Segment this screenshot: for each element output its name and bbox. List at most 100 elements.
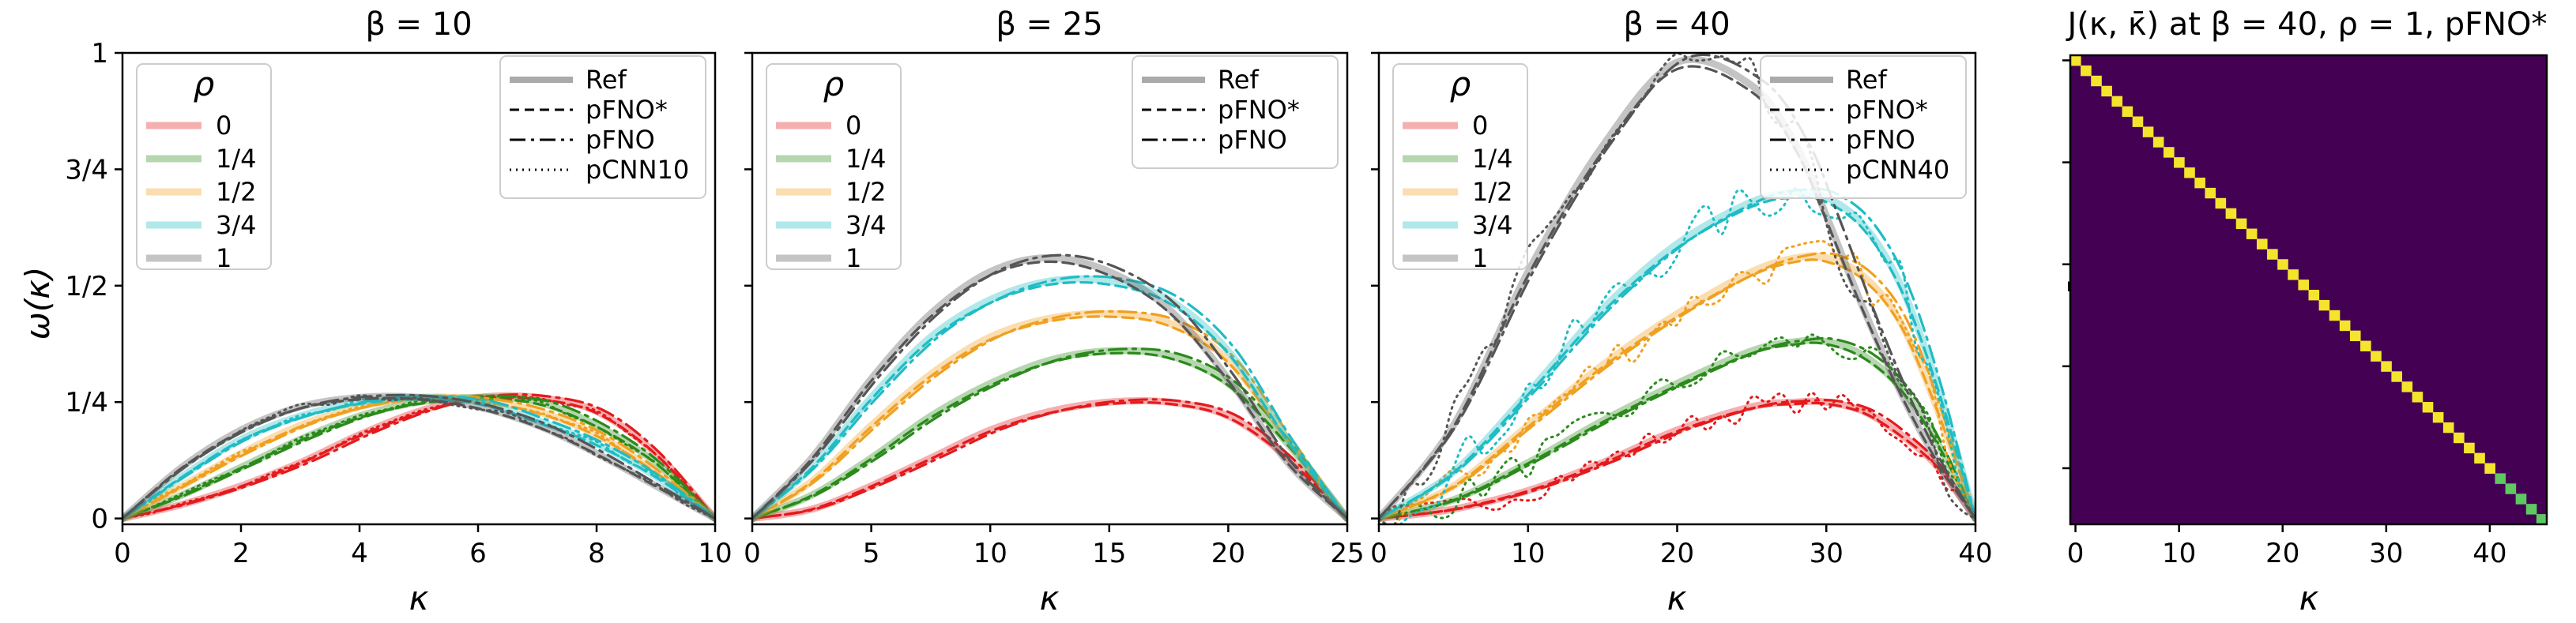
series-line-rho-1-4-pfno-star — [122, 397, 715, 520]
series-line-rho-1-2-pfno-star — [1379, 258, 1975, 520]
x-tick-label: 2 — [232, 538, 250, 569]
x-tick-label: 6 — [469, 538, 487, 569]
series-line-rho-3-4-pcnn — [1379, 186, 1975, 524]
legend-style-label: pFNO* — [1846, 95, 1928, 125]
x-tick-label: 25 — [1330, 538, 1364, 569]
heatmap-diagonal-cell — [2184, 167, 2195, 178]
legend-rho-label: 0 — [216, 111, 232, 141]
heatmap-diagonal-cell — [2215, 197, 2227, 209]
legend-rho-label: 1/4 — [1472, 144, 1513, 174]
series-line-rho-1-2-pcnn — [1379, 239, 1975, 524]
heatmap-diagonal-cell — [2174, 157, 2185, 168]
y-axis-label: ω(κ) — [18, 267, 57, 340]
y-tick-label: 1/2 — [65, 271, 108, 302]
legend-rho-title: ρ — [823, 65, 845, 103]
x-axis-label: κ — [409, 579, 429, 617]
series-line-rho-0-pfno-star — [752, 400, 1347, 520]
legend-style-label: pCNN10 — [586, 155, 689, 185]
heatmap-diagonal-cell — [2349, 330, 2361, 342]
legend-style-label: Ref — [586, 65, 627, 95]
legend-rho: ρ01/41/23/41 — [1392, 63, 1528, 273]
x-tick-label: 10 — [1511, 538, 1545, 569]
heatmap-diagonal-cell — [2422, 402, 2434, 413]
y-tick-label: 1/4 — [65, 387, 108, 418]
heatmap-diagonal-cell — [2329, 310, 2341, 321]
legend-rho-box — [1392, 63, 1528, 270]
heatmap-diagonal-cell — [2339, 320, 2351, 332]
legend-rho-label: 1/2 — [845, 177, 887, 207]
legend-rho-label: 1/4 — [845, 144, 887, 174]
legend-rho-label: 3/4 — [216, 210, 257, 240]
legend-style-label: pFNO — [1218, 125, 1287, 155]
y-tick-label: 0 — [91, 504, 108, 535]
heatmap-diagonal-cell — [2484, 463, 2495, 474]
heatmap-diagonal-cell — [2101, 85, 2112, 97]
heatmap-diagonal-cell — [2505, 483, 2517, 494]
heatmap-diagonal-cell — [2381, 361, 2392, 372]
x-tick-label: 30 — [1810, 538, 1843, 569]
x-tick-label: 10 — [698, 538, 732, 569]
legend-rho-box — [136, 63, 272, 270]
legend-rho-box — [766, 63, 902, 270]
heatmap-diagonal-cell — [2122, 106, 2133, 117]
series-line-rho-0-pfno — [1379, 399, 1975, 520]
legend-rho-label: 1/2 — [1472, 177, 1513, 207]
x-tick-label: 4 — [351, 538, 368, 569]
heatmap-diagonal-cell — [2308, 290, 2320, 301]
legend-style-box — [1760, 55, 1967, 199]
heatmap-diagonal-cell — [2454, 432, 2465, 444]
plot-frame — [121, 51, 717, 526]
legend-style-label: Ref — [1218, 65, 1259, 95]
heatmap-diagonal-cell — [2515, 494, 2527, 505]
y-tick-label: 1 — [91, 38, 108, 69]
series-lines — [122, 392, 715, 523]
series-line-rho-3-4-pfno-star — [752, 280, 1347, 520]
heatmap-diagonal-cell — [2432, 411, 2444, 423]
axis-ticks: 0 5 10 15 20 25 — [744, 51, 1365, 569]
heatmap-diagonal-cell — [2536, 514, 2548, 525]
heatmap-diagonal-cell — [2401, 381, 2413, 392]
heatmap-diagonal-cell — [2267, 249, 2278, 260]
heatmap-diagonal-cell — [2277, 259, 2288, 270]
series-line-rho-1-pfno-star — [752, 260, 1347, 520]
x-tick-label: 0 — [2067, 538, 2085, 569]
legend-rho-label: 0 — [845, 111, 861, 141]
plot-frame — [751, 51, 1349, 526]
series-line-rho-0-pcnn — [1379, 391, 1975, 520]
axis-ticks: 0 10 20 30 40 — [2062, 59, 2507, 569]
legend-rho-label: 1/2 — [216, 177, 257, 207]
heatmap-diagonal-cell — [2318, 299, 2330, 311]
panel-title: β = 10 — [365, 6, 472, 43]
legend-rho: ρ01/41/23/41 — [766, 63, 902, 273]
x-tick-label: 30 — [2369, 538, 2403, 569]
heatmap-diagonal-cell — [2525, 504, 2537, 515]
legend-rho-label: 1 — [216, 243, 232, 273]
heatmap-diagonal-cell — [2442, 422, 2454, 433]
series-line-rho-3-4-pfno — [752, 275, 1347, 520]
series-line-rho-1-pcnn — [122, 394, 715, 520]
legend-style-label: pCNN40 — [1846, 155, 1949, 185]
heatmap-diagonal-cell — [2246, 228, 2258, 239]
series-line-rho-0-pcnn — [122, 395, 715, 520]
legend-rho-label: 1/4 — [216, 144, 257, 174]
heatmap-diagonal-cell — [2371, 351, 2382, 362]
legend-rho-label: 0 — [1472, 111, 1488, 141]
x-axis-label: κ — [1667, 579, 1687, 617]
legend-style-label: pFNO — [1846, 125, 1915, 155]
heatmap-diagonal-cell — [2474, 452, 2485, 464]
heatmap-diagonal-cell — [2391, 371, 2402, 382]
panel-title: β = 25 — [996, 6, 1102, 43]
legend-style-label: pFNO* — [1218, 95, 1300, 125]
heatmap-diagonal-cell — [2360, 340, 2371, 351]
legend-style-label: pFNO — [586, 125, 655, 155]
legend-rho-label: 3/4 — [1472, 210, 1513, 240]
series-line-rho-1-pfno — [122, 393, 715, 520]
heatmap-cells — [2070, 55, 2548, 525]
heatmap-diagonal-cell — [2412, 392, 2423, 403]
x-tick-label: 20 — [2265, 538, 2299, 569]
series-lines — [752, 253, 1347, 523]
heatmap-diagonal-cell — [2225, 208, 2237, 220]
x-tick-label: 8 — [588, 538, 605, 569]
